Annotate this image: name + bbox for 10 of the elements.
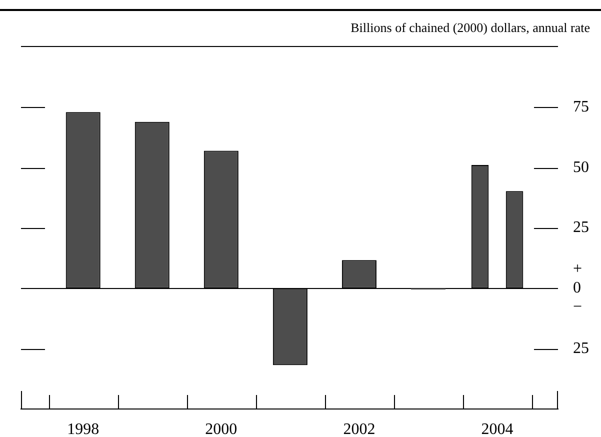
x-tick-label: 2004 — [481, 420, 514, 437]
x-tick-label: 1998 — [67, 420, 100, 437]
y-tick-label: 75 — [573, 98, 589, 116]
y-tick-label: 25 — [573, 219, 589, 236]
y-tick-label: 50 — [573, 158, 589, 176]
y-tick-label: + 0 − — [573, 260, 582, 316]
y-tick-label: 25 — [573, 340, 589, 357]
x-tick-label: 2000 — [205, 420, 238, 437]
y-axis-title: Billions of chained (2000) dollars, annual rate — [350, 20, 590, 36]
x-tick-label: 2002 — [343, 420, 376, 437]
